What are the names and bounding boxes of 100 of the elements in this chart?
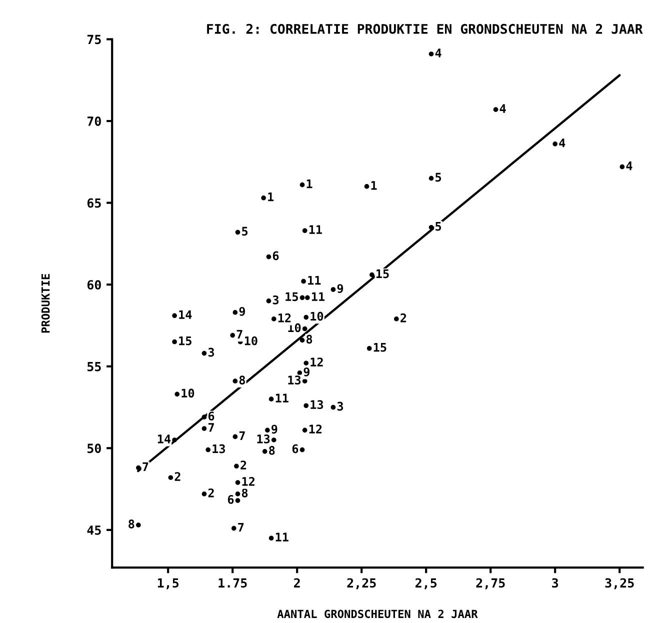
- point: [330, 287, 336, 292]
- series-label: 11: [312, 292, 325, 301]
- point: [265, 428, 270, 433]
- point: [493, 107, 498, 112]
- text: 7: [208, 423, 214, 432]
- point: [394, 316, 399, 322]
- point: [300, 295, 305, 300]
- point: [136, 465, 141, 470]
- text: 11: [276, 394, 288, 402]
- chart-title: FIG. 2: CORRELATIE PRODUKTIE EN GRONDSCHEUTEN NA 2 JAAR: [207, 24, 643, 34]
- text: 2: [400, 313, 406, 322]
- point: [231, 526, 236, 531]
- point: [302, 428, 308, 433]
- point: [266, 254, 272, 260]
- point: [330, 404, 336, 410]
- x-tick-label: 2,25: [347, 578, 376, 590]
- point: [271, 316, 276, 322]
- point: [268, 536, 274, 541]
- point: [301, 278, 306, 284]
- text: 7: [238, 522, 244, 532]
- text: 4: [435, 48, 442, 58]
- point: [262, 449, 268, 454]
- text: 7: [142, 462, 148, 472]
- text: 12: [242, 476, 254, 486]
- point: [366, 346, 372, 351]
- point: [305, 295, 310, 300]
- text: 11: [309, 225, 322, 234]
- point: [300, 338, 305, 343]
- point: [202, 426, 207, 431]
- text: 8: [128, 520, 134, 528]
- point: [202, 350, 207, 356]
- point: [174, 392, 180, 397]
- point: [268, 396, 274, 402]
- text: 13: [310, 400, 324, 410]
- text: 6: [272, 251, 279, 260]
- text: 4: [626, 161, 632, 170]
- text: 1: [371, 181, 377, 190]
- text: 3: [208, 348, 214, 357]
- text: 15: [374, 343, 386, 352]
- point: [172, 339, 177, 344]
- x-tick-label: 3,25: [605, 578, 634, 590]
- text: 13: [212, 444, 226, 454]
- point: [202, 492, 207, 496]
- point: [300, 182, 305, 188]
- text: 5: [436, 172, 442, 182]
- y-axis-title: PRODUKTIE: [41, 274, 50, 333]
- point: [168, 475, 174, 480]
- text: 9: [304, 367, 310, 376]
- point: [206, 447, 210, 452]
- text: 2: [208, 488, 214, 498]
- series-label: 7: [239, 431, 245, 440]
- series-label: 15: [286, 292, 298, 302]
- text: 10: [244, 336, 258, 346]
- text: 2: [240, 460, 246, 470]
- text: 1: [268, 192, 274, 202]
- text: 15: [179, 336, 192, 346]
- point: [234, 464, 239, 469]
- x-tick-label: 2: [294, 578, 300, 588]
- text: 3: [272, 295, 279, 304]
- point: [235, 498, 240, 503]
- x-tick-label: 1.75: [218, 578, 247, 588]
- series-label: 14: [158, 434, 171, 444]
- y-tick-label: 45: [87, 526, 101, 535]
- point: [552, 142, 558, 146]
- text: 10: [182, 388, 194, 398]
- series-label: 3: [337, 402, 344, 411]
- y-tick-label: 70: [87, 116, 101, 126]
- point: [202, 414, 207, 420]
- point: [370, 272, 374, 278]
- y-tick-label: 55: [88, 362, 101, 372]
- point: [172, 438, 177, 442]
- text: 5: [242, 226, 248, 236]
- x-tick-label: 3: [552, 578, 558, 588]
- y-tick-label: 60: [87, 280, 101, 290]
- text: 8: [239, 376, 246, 385]
- text: 7: [236, 330, 242, 339]
- point: [428, 176, 434, 181]
- text: 14: [179, 310, 192, 319]
- text: 10: [310, 312, 324, 321]
- point: [235, 230, 240, 235]
- point: [232, 378, 238, 384]
- point: [302, 326, 308, 332]
- series-label: 1: [306, 179, 312, 188]
- point: [261, 196, 266, 200]
- point: [232, 310, 238, 315]
- series-label: 6: [228, 495, 234, 504]
- y-tick-label: 50: [88, 444, 101, 454]
- point: [172, 313, 177, 318]
- text: 13: [257, 434, 270, 444]
- series-label: 4: [559, 138, 566, 148]
- x-tick-label: 2,75: [476, 578, 505, 590]
- point: [235, 480, 240, 485]
- y-tick-label: 65: [87, 198, 101, 208]
- text: 9: [272, 424, 278, 434]
- y-tick-label: 75: [87, 34, 101, 44]
- text: 15: [376, 269, 389, 278]
- text: 6: [208, 412, 214, 421]
- point: [304, 360, 309, 366]
- point: [271, 438, 276, 442]
- series-label: 2: [174, 472, 180, 481]
